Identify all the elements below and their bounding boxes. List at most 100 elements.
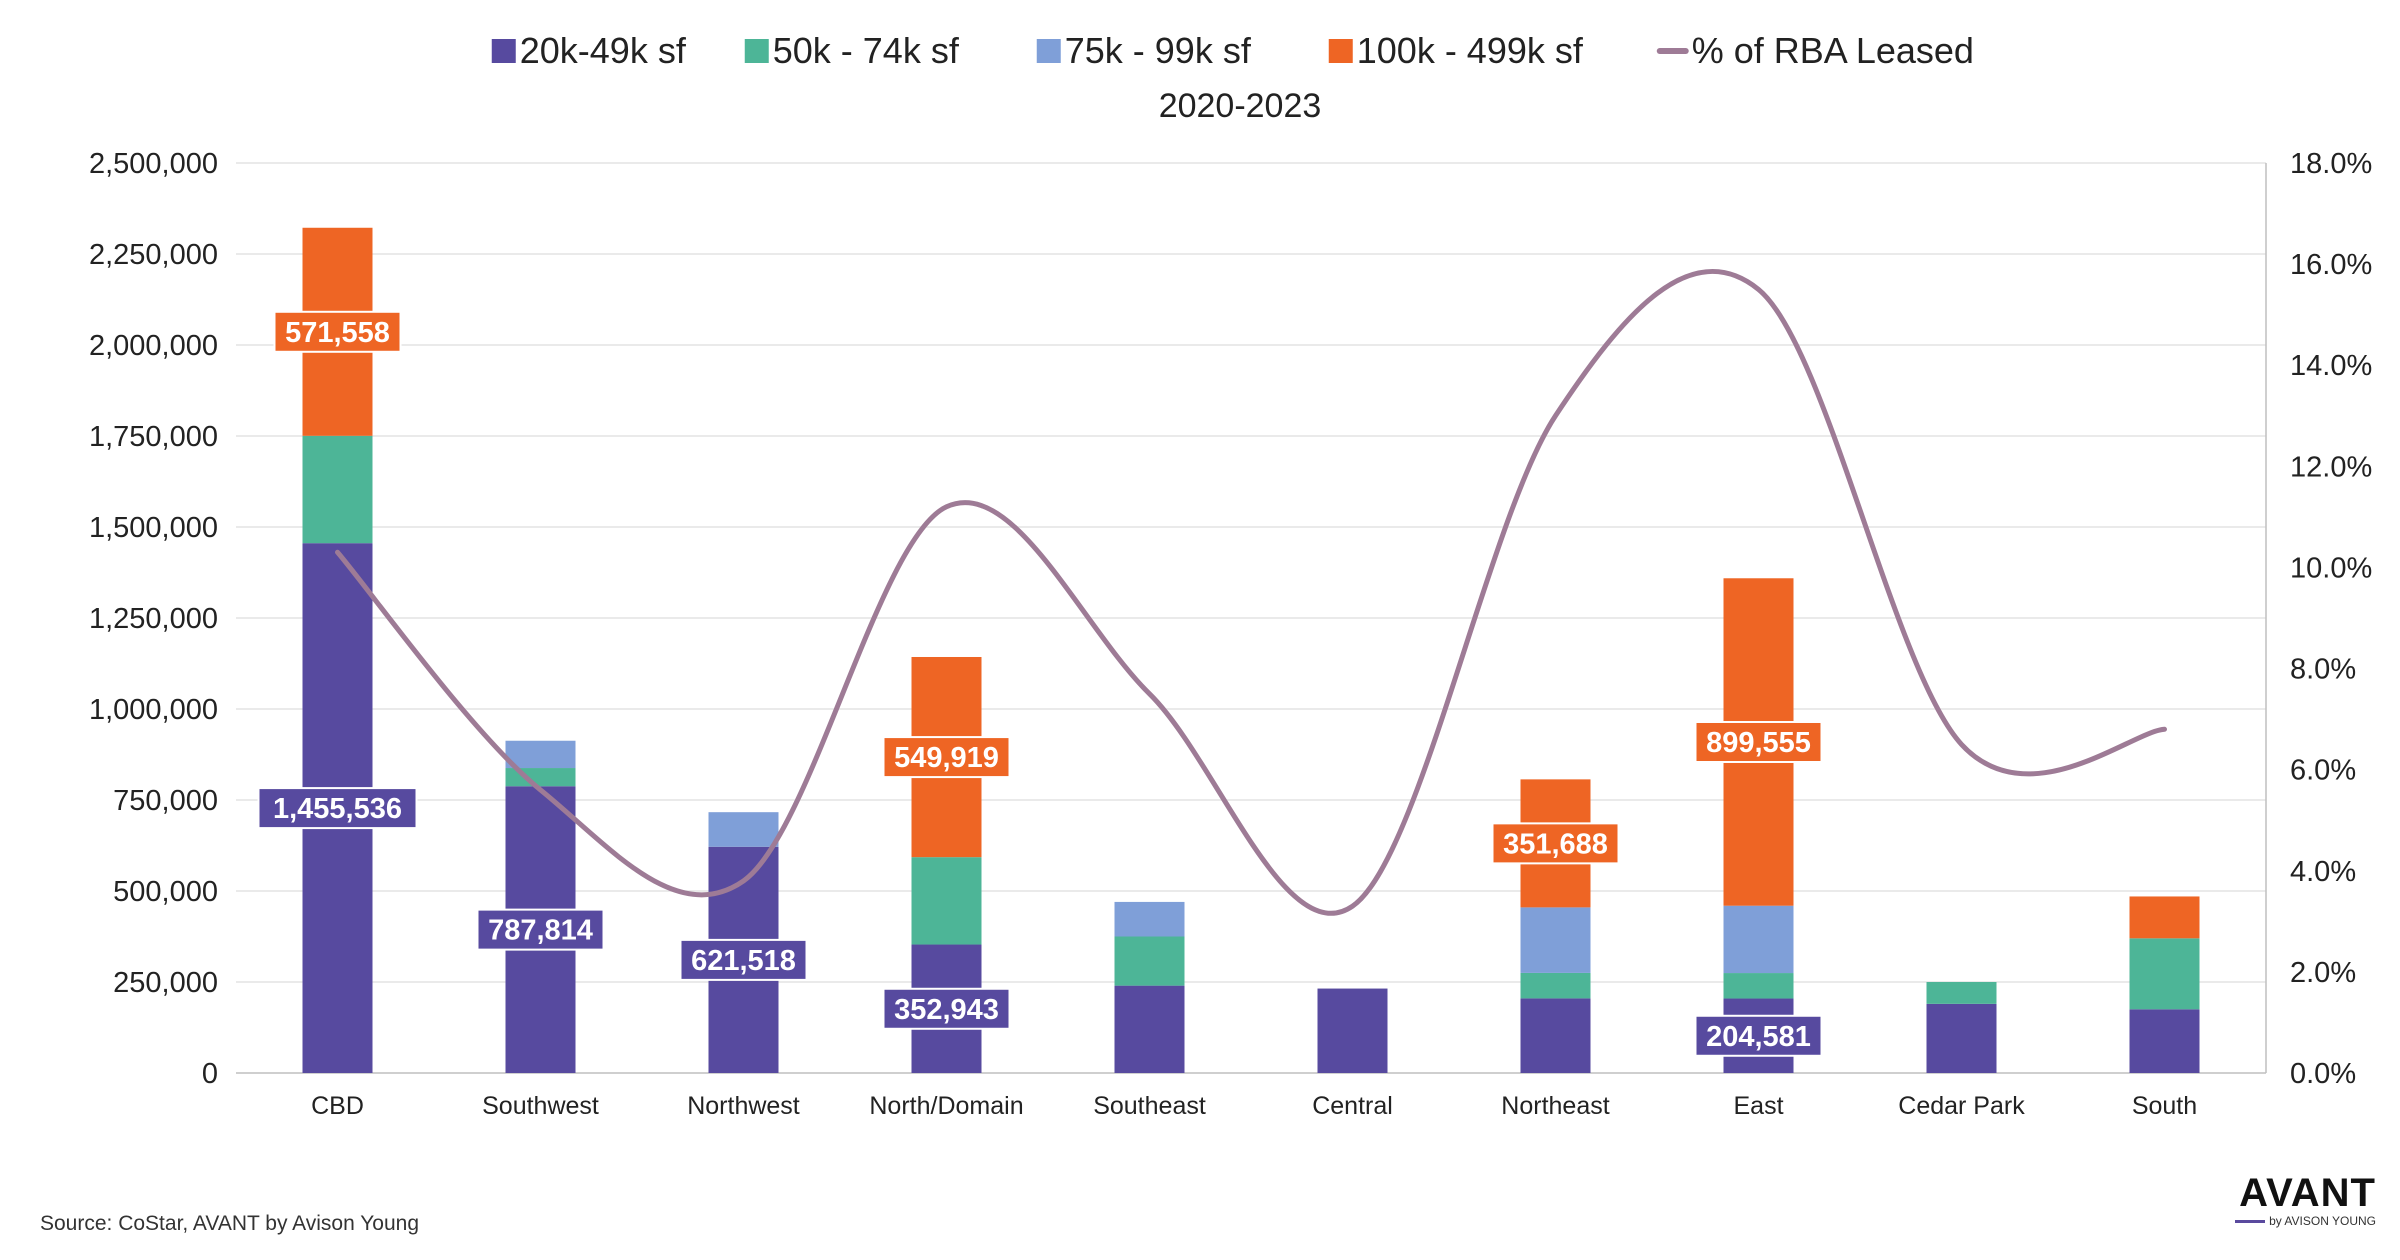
x-tick-label: Cedar Park — [1898, 1092, 2025, 1120]
x-tick-label: Southwest — [482, 1092, 599, 1120]
y-left-tick-label: 2,000,000 — [89, 330, 218, 362]
y-left-tick-label: 0 — [202, 1058, 218, 1090]
data-label-text: 352,943 — [894, 994, 999, 1026]
legend-label: % of RBA Leased — [1692, 30, 1974, 71]
bar-20k-49k-sf-northeast — [1520, 998, 1591, 1073]
data-label-box — [1491, 822, 1620, 865]
legend-item-of-rba-leased: % of RBA Leased — [1656, 30, 1974, 71]
data-label-20k-49k-sf: 1,455,536 — [257, 787, 418, 830]
data-label-text: 621,518 — [691, 945, 796, 977]
brand-sub: by AVISON YOUNG — [2235, 1214, 2376, 1228]
y-left-tick-label: 1,500,000 — [89, 512, 218, 544]
legend-item-50k-74k-sf: 50k - 74k sf — [744, 30, 960, 71]
legend-label: 20k-49k sf — [520, 30, 687, 71]
data-label-text: 204,581 — [1706, 1021, 1811, 1053]
legend-label: 100k - 499k sf — [1357, 30, 1584, 71]
bar-50k-74k-sf-southeast — [1114, 936, 1185, 986]
data-label-20k-49k-sf: 621,518 — [679, 938, 808, 981]
y-left-tick-label: 1,000,000 — [89, 694, 218, 726]
y-right-tick-label: 8.0% — [2290, 654, 2356, 686]
data-label-text: 1,455,536 — [273, 793, 402, 825]
bar-50k-74k-sf-north-domain — [911, 857, 982, 945]
data-label-box — [273, 310, 402, 353]
bar-100k-499k-sf-south — [2129, 896, 2200, 939]
data-label-20k-49k-sf: 787,814 — [476, 908, 605, 951]
data-label-box — [257, 787, 418, 830]
x-tick-label: Central — [1312, 1092, 1393, 1120]
legend: 20k-49k sf 50k - 74k sf 75k - 99k sf 100k -… — [491, 30, 1974, 71]
bar-75k-99k-sf-northeast — [1520, 907, 1591, 973]
data-label-box — [882, 987, 1011, 1030]
y-left-tick-label: 750,000 — [113, 785, 218, 817]
legend-swatch — [491, 39, 516, 63]
data-label-box — [1694, 720, 1823, 763]
bar-50k-74k-sf-south — [2129, 938, 2200, 1010]
legend-item-75k-99k-sf: 75k - 99k sf — [1036, 30, 1252, 71]
data-label-text: 899,555 — [1706, 727, 1811, 759]
chart-title: 2020-2023 — [1159, 87, 1322, 125]
x-tick-label: Northwest — [687, 1092, 800, 1120]
data-label-text: 351,688 — [1503, 828, 1608, 860]
brand-logo: AVANT by AVISON YOUNG — [2235, 1172, 2376, 1228]
y-left-tick-label: 1,750,000 — [89, 421, 218, 453]
y-left-tick-label: 1,250,000 — [89, 603, 218, 635]
x-tick-label: South — [2132, 1092, 2197, 1120]
legend-label: 75k - 99k sf — [1065, 30, 1252, 71]
data-label-text: 549,919 — [894, 742, 999, 774]
data-label-text: 571,558 — [285, 317, 390, 349]
source-note: Source: CoStar, AVANT by Avison Young — [40, 1212, 420, 1235]
y-left-tick-label: 2,500,000 — [89, 148, 218, 180]
y-right-tick-label: 0.0% — [2290, 1058, 2356, 1090]
x-tick-label: CBD — [311, 1092, 364, 1120]
bar-75k-99k-sf-east — [1723, 905, 1794, 974]
legend-label: 50k - 74k sf — [773, 30, 960, 71]
legend-swatch — [1328, 39, 1353, 63]
y-right-tick-label: 2.0% — [2290, 957, 2356, 989]
data-label-100k-499k-sf: 549,919 — [882, 736, 1011, 779]
y-right-tick-label: 6.0% — [2290, 755, 2356, 787]
bar-20k-49k-sf-south — [2129, 1009, 2200, 1073]
legend-item-100k-499k-sf: 100k - 499k sf — [1328, 30, 1584, 71]
bar-50k-74k-sf-east — [1723, 973, 1794, 999]
legend-swatch — [744, 39, 769, 63]
data-label-box — [1694, 1014, 1823, 1057]
y-right-tick-label: 4.0% — [2290, 856, 2356, 888]
x-tick-label: Northeast — [1501, 1092, 1609, 1120]
bar-75k-99k-sf-northwest — [708, 812, 779, 847]
data-label-box — [882, 736, 1011, 779]
x-tick-label: Southeast — [1093, 1092, 1206, 1120]
bar-75k-99k-sf-southeast — [1114, 901, 1185, 937]
bar-20k-49k-sf-central — [1317, 988, 1388, 1073]
legend-swatch — [1036, 39, 1061, 63]
data-label-text: 787,814 — [488, 915, 593, 947]
y-left-tick-label: 250,000 — [113, 967, 218, 999]
axes: 0 250,000 500,000 750,000 1,000,000 1,250,000… — [89, 148, 2372, 1120]
data-label-20k-49k-sf: 352,943 — [882, 987, 1011, 1030]
data-label-box — [679, 938, 808, 981]
bar-20k-49k-sf-southeast — [1114, 985, 1185, 1073]
bar-75k-99k-sf-southwest — [505, 740, 576, 769]
rba-leased-line — [335, 268, 2167, 916]
y-right-tick-label: 10.0% — [2290, 552, 2372, 584]
data-label-100k-499k-sf: 899,555 — [1694, 720, 1823, 763]
bar-50k-74k-sf-cedar-park — [1926, 982, 1997, 1004]
line-series-rba-leased — [335, 268, 2167, 916]
x-tick-label: East — [1733, 1092, 1783, 1120]
data-label-100k-499k-sf: 351,688 — [1491, 822, 1620, 865]
data-labels: 1,455,536 787,814 621,518 352,943 204,581 571… — [257, 310, 1823, 1057]
x-tick-label: North/Domain — [869, 1092, 1023, 1120]
y-right-tick-label: 12.0% — [2290, 451, 2372, 483]
data-label-20k-49k-sf: 204,581 — [1694, 1014, 1823, 1057]
y-right-tick-label: 16.0% — [2290, 249, 2372, 281]
y-left-tick-label: 500,000 — [113, 876, 218, 908]
y-right-tick-label: 14.0% — [2290, 350, 2372, 382]
bar-50k-74k-sf-northeast — [1520, 972, 1591, 999]
bar-50k-74k-sf-cbd — [302, 435, 373, 544]
brand-name: AVANT — [2239, 1171, 2376, 1215]
legend-item-20k-49k-sf: 20k-49k sf — [491, 30, 687, 71]
y-left-tick-label: 2,250,000 — [89, 239, 218, 271]
data-label-box — [476, 908, 605, 951]
y-right-tick-label: 18.0% — [2290, 148, 2372, 180]
data-label-100k-499k-sf: 571,558 — [273, 310, 402, 353]
